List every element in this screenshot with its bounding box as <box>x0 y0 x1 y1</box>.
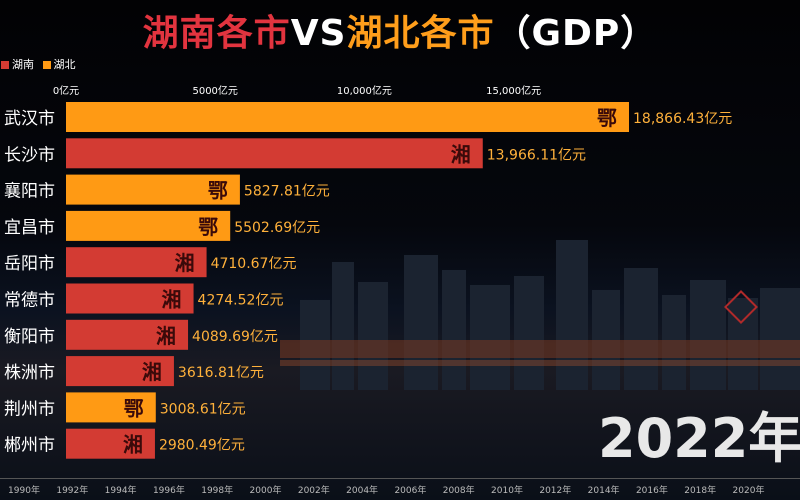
current-year-label: 2022年 <box>598 407 800 470</box>
legend-hubei-swatch <box>42 61 51 69</box>
value-label: 4089.69亿元 <box>192 329 278 345</box>
value-label: 13,966.11亿元 <box>487 147 586 163</box>
category-label: 长沙市 <box>4 145 55 165</box>
category-label: 宜昌市 <box>4 218 55 238</box>
bar-province-mark: 湘 <box>162 288 182 312</box>
bar-province-mark: 湘 <box>175 251 195 275</box>
timeline-year-label: 2004年 <box>346 486 379 496</box>
timeline-year-label: 2006年 <box>394 486 427 496</box>
bar <box>66 428 155 459</box>
title-vs: VS <box>290 13 347 54</box>
bar-province-mark: 湘 <box>156 324 176 348</box>
bar <box>66 174 240 205</box>
timeline-year-label: 1998年 <box>201 486 234 496</box>
x-tick-label: 0亿元 <box>53 84 79 97</box>
bar <box>66 210 231 241</box>
legend-hunan-swatch <box>1 61 9 69</box>
x-tick-label: 15,000亿元 <box>486 84 541 97</box>
bar <box>66 392 156 423</box>
bar-province-mark: 湘 <box>451 142 471 166</box>
title-gdp: （GDP） <box>494 13 658 54</box>
category-label: 襄阳市 <box>4 181 55 202</box>
timeline-year-label: 2018年 <box>684 486 717 496</box>
value-label: 18,866.43亿元 <box>633 111 732 127</box>
title-hubei: 湖北各市 <box>346 13 495 54</box>
category-label: 郴州市 <box>4 436 55 456</box>
bar-province-mark: 鄂 <box>124 396 144 420</box>
category-label: 荆州市 <box>4 399 55 419</box>
timeline-year-label: 1992年 <box>56 486 89 496</box>
value-label: 4274.52亿元 <box>198 293 284 309</box>
bar <box>66 356 174 387</box>
category-label: 常德市 <box>4 291 55 311</box>
timeline-axis <box>0 478 800 479</box>
value-label: 5827.81亿元 <box>244 184 330 200</box>
bar-province-mark: 鄂 <box>208 179 228 203</box>
timeline-year-label: 1996年 <box>152 486 185 496</box>
bar <box>66 247 207 278</box>
x-tick-label: 5000亿元 <box>192 84 237 97</box>
legend: 湖南 湖北 <box>0 56 76 72</box>
value-label: 4710.67亿元 <box>211 256 297 272</box>
timeline-year-label: 2008年 <box>442 486 475 496</box>
timeline-year-label: 2016年 <box>635 486 668 496</box>
legend-hunan-label: 湖南 <box>12 58 34 71</box>
value-label: 3008.61亿元 <box>160 401 246 417</box>
timeline-year-label: 2010年 <box>491 486 523 496</box>
bar <box>66 102 629 132</box>
bar <box>66 283 194 314</box>
category-label: 衡阳市 <box>4 327 55 347</box>
bar-province-mark: 湘 <box>123 433 143 457</box>
category-label: 岳阳市 <box>4 254 55 274</box>
timeline-year-label: 2012年 <box>539 486 572 496</box>
timeline-year-label: 2014年 <box>587 486 620 496</box>
bar-province-mark: 湘 <box>142 360 162 384</box>
chart-title: 湖南各市VS湖北各市（GDP） <box>0 4 800 56</box>
timeline-year-label: 1994年 <box>104 486 137 496</box>
timeline-year-label: 2000年 <box>249 486 282 496</box>
timeline-year-label: 2020年 <box>732 486 765 496</box>
category-label: 武汉市 <box>4 109 55 129</box>
bar-province-mark: 鄂 <box>198 215 218 239</box>
bar <box>66 319 189 350</box>
value-label: 3616.81亿元 <box>178 365 264 381</box>
timeline-year-label: 1990年 <box>8 486 40 496</box>
bar-province-mark: 鄂 <box>597 106 617 130</box>
timeline-year-label: 2002年 <box>297 486 330 496</box>
bar <box>66 138 483 169</box>
value-label: 5502.69亿元 <box>234 220 320 236</box>
value-label: 2980.49亿元 <box>159 438 245 454</box>
x-tick-label: 10,000亿元 <box>337 84 392 97</box>
title-hunan: 湖南各市 <box>142 13 291 54</box>
legend-hubei-label: 湖北 <box>53 58 76 71</box>
category-label: 株洲市 <box>4 363 55 383</box>
